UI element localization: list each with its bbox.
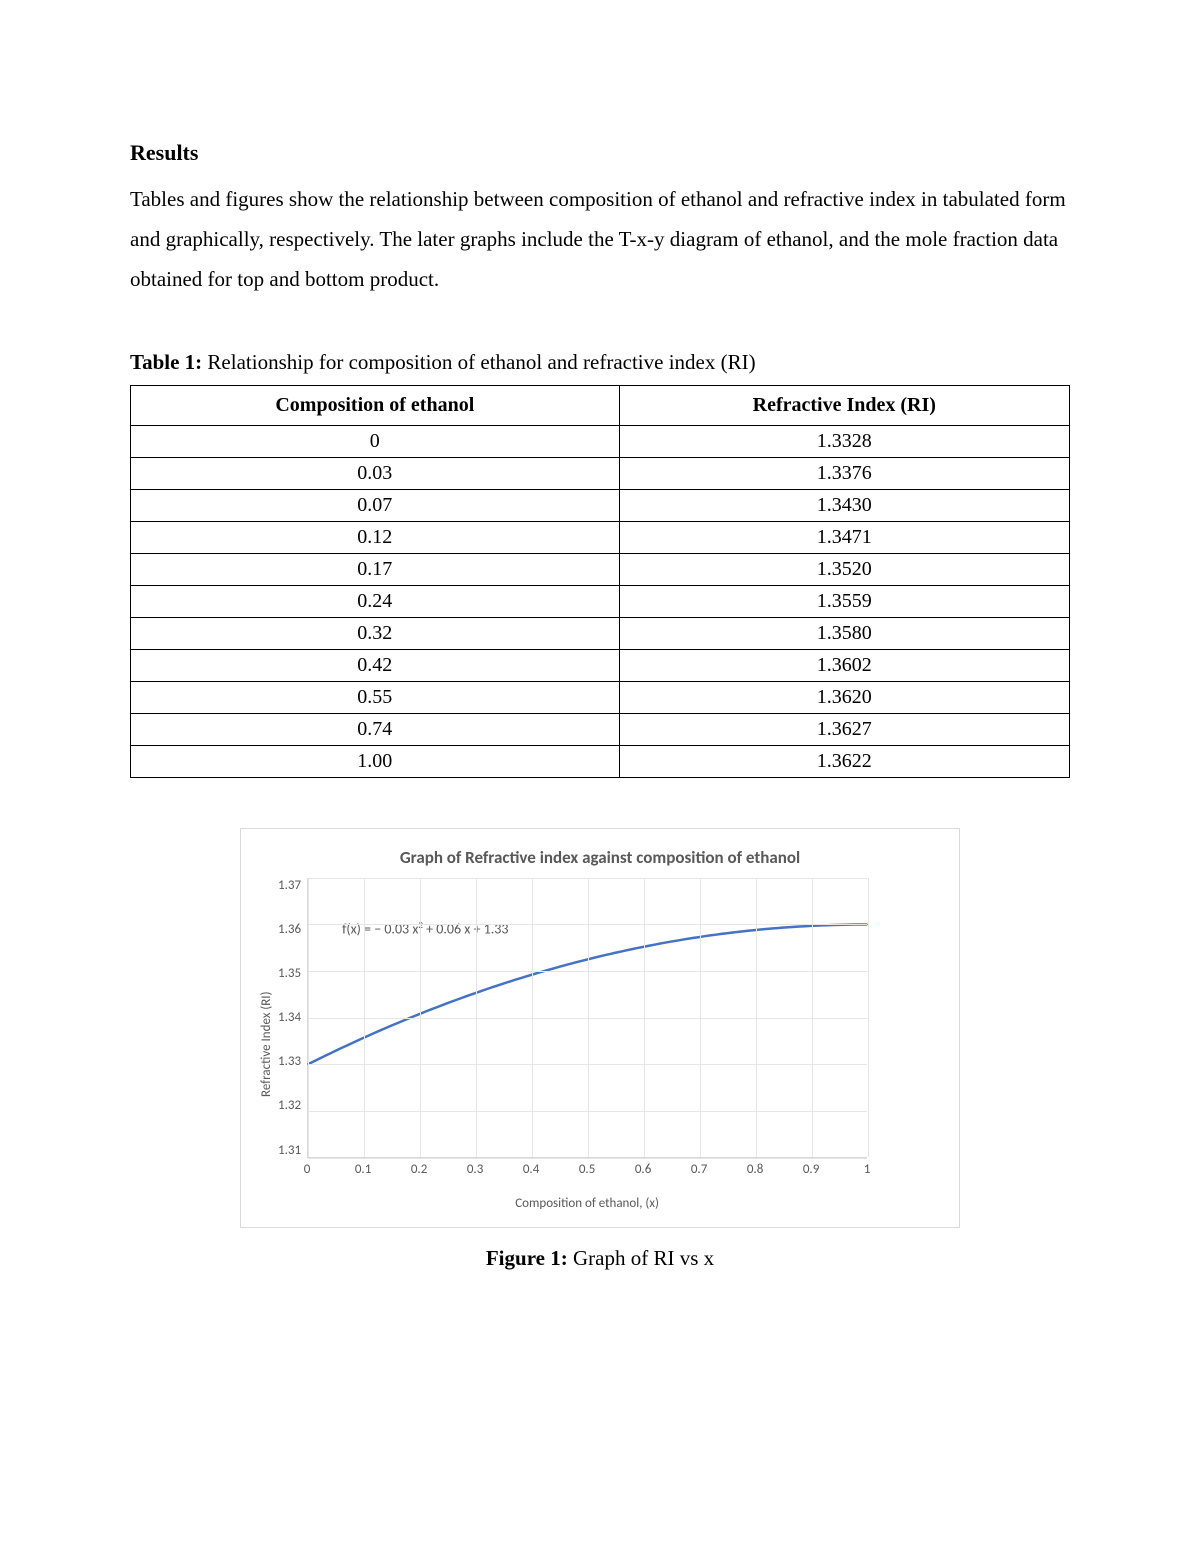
table-cell: 1.3620 xyxy=(619,681,1069,713)
table-cell: 1.00 xyxy=(131,745,620,777)
chart-xlabel: Composition of ethanol, (x) xyxy=(307,1196,867,1211)
chart-yticks: 1.37 1.36 1.35 1.34 1.33 1.32 1.31 xyxy=(278,878,307,1158)
table-cell: 0.07 xyxy=(131,489,620,521)
figure-caption: Figure 1: Graph of RI vs x xyxy=(130,1246,1070,1271)
chart-xticks: 00.10.20.30.40.50.60.70.80.91 xyxy=(307,1162,867,1178)
table-cell: 0 xyxy=(131,425,620,457)
figure-caption-bold: Figure 1: xyxy=(486,1246,568,1270)
table-row: 0.741.3627 xyxy=(131,713,1070,745)
xtick-label: 0 xyxy=(304,1162,311,1177)
table-cell: 1.3471 xyxy=(619,521,1069,553)
table-row: 01.3328 xyxy=(131,425,1070,457)
table-cell: 0.24 xyxy=(131,585,620,617)
intro-paragraph: Tables and figures show the relationship… xyxy=(130,180,1070,300)
table-cell: 1.3580 xyxy=(619,617,1069,649)
table-cell: 0.32 xyxy=(131,617,620,649)
ytick-label: 1.32 xyxy=(278,1098,301,1113)
table-cell: 0.42 xyxy=(131,649,620,681)
xtick-label: 0.5 xyxy=(579,1162,595,1177)
xtick-label: 0.4 xyxy=(523,1162,539,1177)
table-row: 0.071.3430 xyxy=(131,489,1070,521)
xtick-label: 0.6 xyxy=(635,1162,651,1177)
ytick-label: 1.34 xyxy=(278,1010,301,1025)
table-cell: 1.3627 xyxy=(619,713,1069,745)
table-cell: 1.3328 xyxy=(619,425,1069,457)
chart-title: Graph of Refractive index against compos… xyxy=(255,847,945,868)
ytick-label: 1.35 xyxy=(278,966,301,981)
table-caption-text: Relationship for composition of ethanol … xyxy=(202,350,755,374)
table-cell: 0.55 xyxy=(131,681,620,713)
table-row: 1.001.3622 xyxy=(131,745,1070,777)
table-cell: 1.3559 xyxy=(619,585,1069,617)
table-header-composition: Composition of ethanol xyxy=(131,385,620,425)
table-cell: 0.17 xyxy=(131,553,620,585)
table-row: 0.031.3376 xyxy=(131,457,1070,489)
table-header-ri: Refractive Index (RI) xyxy=(619,385,1069,425)
table-cell: 1.3602 xyxy=(619,649,1069,681)
xtick-label: 0.2 xyxy=(411,1162,427,1177)
table-cell: 0.03 xyxy=(131,457,620,489)
ytick-label: 1.36 xyxy=(278,922,301,937)
table-cell: 1.3520 xyxy=(619,553,1069,585)
xtick-label: 1 xyxy=(864,1162,871,1177)
table-row: 0.421.3602 xyxy=(131,649,1070,681)
chart-ylabel: Refractive Index (RI) xyxy=(255,878,278,1211)
ytick-label: 1.31 xyxy=(278,1143,301,1158)
table-caption-bold: Table 1: xyxy=(130,350,202,374)
chart-container: Graph of Refractive index against compos… xyxy=(240,828,960,1228)
ytick-label: 1.33 xyxy=(278,1054,301,1069)
chart-plot-area: f(x) = − 0.03 x2 + 0.06 x + 1.33 xyxy=(307,878,867,1158)
table-row: 0.321.3580 xyxy=(131,617,1070,649)
xtick-label: 0.9 xyxy=(803,1162,819,1177)
table-cell: 1.3430 xyxy=(619,489,1069,521)
xtick-label: 0.7 xyxy=(691,1162,707,1177)
data-table: Composition of ethanol Refractive Index … xyxy=(130,385,1070,778)
table-cell: 0.12 xyxy=(131,521,620,553)
table-cell: 0.74 xyxy=(131,713,620,745)
ytick-label: 1.37 xyxy=(278,878,301,893)
table-row: 0.551.3620 xyxy=(131,681,1070,713)
table-row: 0.121.3471 xyxy=(131,521,1070,553)
table-cell: 1.3622 xyxy=(619,745,1069,777)
table-caption: Table 1: Relationship for composition of… xyxy=(130,350,1070,375)
figure-caption-text: Graph of RI vs x xyxy=(568,1246,714,1270)
table-row: 0.241.3559 xyxy=(131,585,1070,617)
document-page: Results Tables and figures show the rela… xyxy=(0,0,1200,1372)
xtick-label: 0.3 xyxy=(467,1162,483,1177)
section-heading: Results xyxy=(130,140,1070,166)
xtick-label: 0.1 xyxy=(355,1162,371,1177)
table-row: 0.171.3520 xyxy=(131,553,1070,585)
table-cell: 1.3376 xyxy=(619,457,1069,489)
xtick-label: 0.8 xyxy=(747,1162,763,1177)
